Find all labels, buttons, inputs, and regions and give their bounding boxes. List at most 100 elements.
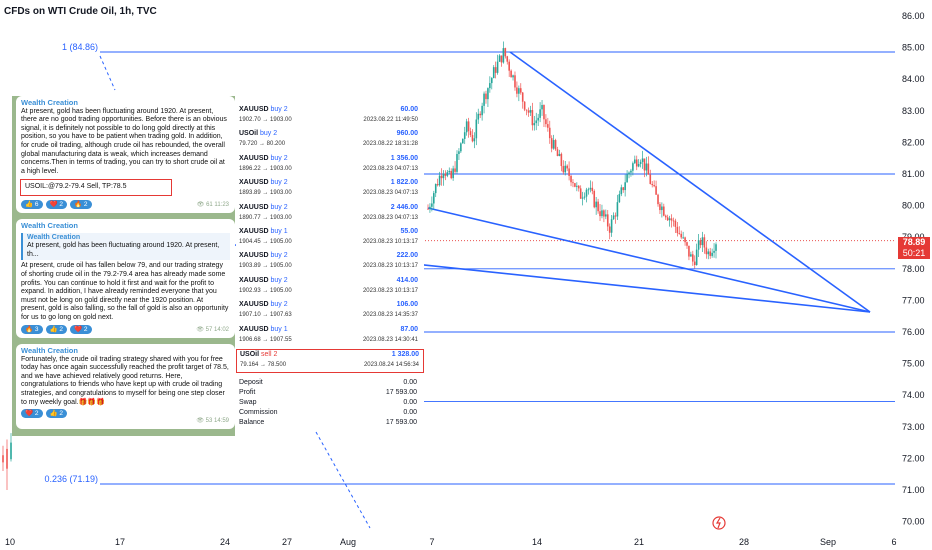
time-tick-label: 24 bbox=[220, 537, 230, 547]
trade-symbol: XAUUSD buy 1 bbox=[239, 325, 288, 333]
summary-label: Balance bbox=[239, 419, 265, 426]
reaction[interactable]: 🔥 2 bbox=[70, 199, 92, 209]
chat-message: Wealth Creation Wealth Creation At prese… bbox=[16, 219, 235, 338]
candle-body bbox=[574, 183, 576, 187]
candle-body bbox=[535, 120, 538, 124]
candle-body bbox=[473, 138, 476, 142]
trade-row: XAUUSD buy 1 1904.45 → 1905.00 55.00 2023.0… bbox=[236, 227, 422, 249]
chat-message: Wealth Creation Fortunately, the crude o… bbox=[16, 344, 235, 429]
candle-body bbox=[692, 254, 694, 262]
candle-body bbox=[442, 173, 445, 179]
trade-date: 2023.08.23 14:30:41 bbox=[362, 336, 418, 343]
price-tick-label: 81.00 bbox=[902, 169, 925, 179]
trade-row: XAUUSD buy 2 1896.22 → 1903.00 1 356.00 202… bbox=[236, 154, 422, 176]
trade-symbol: USOil sell 2 bbox=[240, 351, 278, 358]
price-tick-label: 80.00 bbox=[902, 201, 925, 211]
candle-body bbox=[494, 67, 497, 73]
fib-dashed-upper bbox=[99, 55, 116, 91]
price-tick-label: 70.00 bbox=[902, 517, 925, 527]
reaction[interactable]: 👍 6 bbox=[21, 199, 43, 209]
candle-body bbox=[456, 153, 458, 172]
candle-body bbox=[641, 158, 644, 162]
candle-body bbox=[568, 168, 570, 176]
candle-body bbox=[518, 88, 520, 94]
candle-body bbox=[645, 163, 648, 171]
candle-body bbox=[663, 206, 665, 216]
reaction[interactable]: ❤️ 2 bbox=[70, 324, 92, 334]
candle-body bbox=[500, 55, 503, 63]
trade-row: XAUUSD buy 2 1890.77 → 1903.00 2 446.00 202… bbox=[236, 203, 422, 225]
time-tick-label: 7 bbox=[429, 537, 434, 547]
trade-side: buy 2 bbox=[270, 252, 288, 260]
reply-sender: Wealth Creation bbox=[27, 233, 81, 241]
time-axis: 10 17 24 27 Aug 7 14 21 28 Sep 6 bbox=[5, 537, 897, 547]
current-price: 78.89 bbox=[902, 237, 926, 247]
candle-body bbox=[697, 240, 700, 250]
candle-body bbox=[552, 140, 555, 149]
message-sender[interactable]: Wealth Creation bbox=[21, 221, 78, 230]
candle-body bbox=[634, 159, 636, 164]
candle-body bbox=[632, 163, 634, 171]
candle-body bbox=[614, 215, 617, 217]
candle-body bbox=[630, 170, 632, 173]
candle-body bbox=[643, 158, 646, 171]
candle-body bbox=[680, 233, 683, 238]
trade-date: 2023.08.24 14:56:34 bbox=[363, 362, 419, 368]
summary-label: Profit bbox=[239, 389, 256, 396]
candle-body bbox=[529, 110, 532, 113]
candle-body bbox=[489, 83, 491, 89]
time-tick-label: 14 bbox=[532, 537, 542, 547]
time-tick-label: 10 bbox=[5, 537, 15, 547]
candle-body bbox=[436, 184, 439, 186]
trade-side: buy 1 bbox=[270, 325, 288, 333]
reaction[interactable]: 🔥 3 bbox=[21, 324, 43, 334]
candle-body bbox=[427, 208, 429, 210]
message-text: Fortunately, the crude oil trading strat… bbox=[21, 355, 229, 406]
reaction[interactable]: ❤️ 2 bbox=[21, 409, 43, 419]
reaction[interactable]: ❤️ 2 bbox=[45, 199, 68, 209]
reactions: 👍 6 ❤️ 2 🔥 2 bbox=[16, 198, 235, 211]
price-tick-label: 71.00 bbox=[902, 485, 925, 495]
candle-body bbox=[715, 244, 717, 251]
candle-body bbox=[458, 151, 460, 154]
candle-body bbox=[651, 183, 654, 186]
candles bbox=[2, 41, 717, 490]
candle-body bbox=[690, 254, 692, 257]
trade-row: XAUUSD buy 2 1902.93 → 1905.00 414.00 2023.… bbox=[236, 276, 422, 298]
chat-panel[interactable]: Wealth Creation At present, gold has bee… bbox=[12, 96, 235, 436]
candle-body bbox=[589, 187, 592, 190]
trade-side: buy 2 bbox=[270, 179, 288, 187]
candle-body bbox=[581, 197, 584, 199]
flash-icon[interactable] bbox=[712, 516, 726, 530]
candle-body bbox=[591, 187, 594, 192]
trade-row: USOil sell 2 79.164 → 78.500 1 328.00 2023.… bbox=[236, 349, 424, 373]
summary-value: 0.00 bbox=[403, 379, 417, 386]
candle-body bbox=[548, 127, 551, 139]
trade-side: buy 2 bbox=[260, 130, 278, 138]
candle-body bbox=[527, 110, 530, 113]
price-tick-label: 78.00 bbox=[902, 264, 925, 274]
trade-profit: 60.00 bbox=[400, 106, 418, 113]
reaction[interactable]: 👍 2 bbox=[45, 409, 68, 419]
trade-row: XAUUSD buy 2 1902.70 → 1903.00 60.00 2023.0… bbox=[236, 105, 422, 127]
candle-body bbox=[603, 210, 605, 217]
candle-body bbox=[686, 242, 688, 246]
trade-row: USOil buy 2 79.720 → 80.200 960.00 2023.08.… bbox=[236, 129, 422, 151]
candle-body bbox=[707, 251, 710, 255]
candle-body bbox=[608, 226, 611, 233]
candle-body bbox=[693, 261, 696, 266]
trade-symbol: XAUUSD buy 2 bbox=[239, 276, 288, 284]
candle-body bbox=[601, 210, 603, 217]
message-sender[interactable]: Wealth Creation bbox=[21, 98, 78, 107]
message-sender[interactable]: Wealth Creation bbox=[21, 346, 78, 355]
candle-body bbox=[676, 226, 679, 234]
reaction[interactable]: 👍 2 bbox=[45, 324, 68, 334]
reply-quote[interactable]: Wealth Creation At present, gold has bee… bbox=[21, 232, 230, 261]
candle-body bbox=[713, 250, 715, 253]
time-tick-label: 28 bbox=[739, 537, 749, 547]
fib-dashed-lower bbox=[315, 431, 371, 529]
candle-body bbox=[624, 182, 626, 191]
time-tick-label: 21 bbox=[634, 537, 644, 547]
trade-symbol: XAUUSD buy 2 bbox=[239, 301, 288, 309]
